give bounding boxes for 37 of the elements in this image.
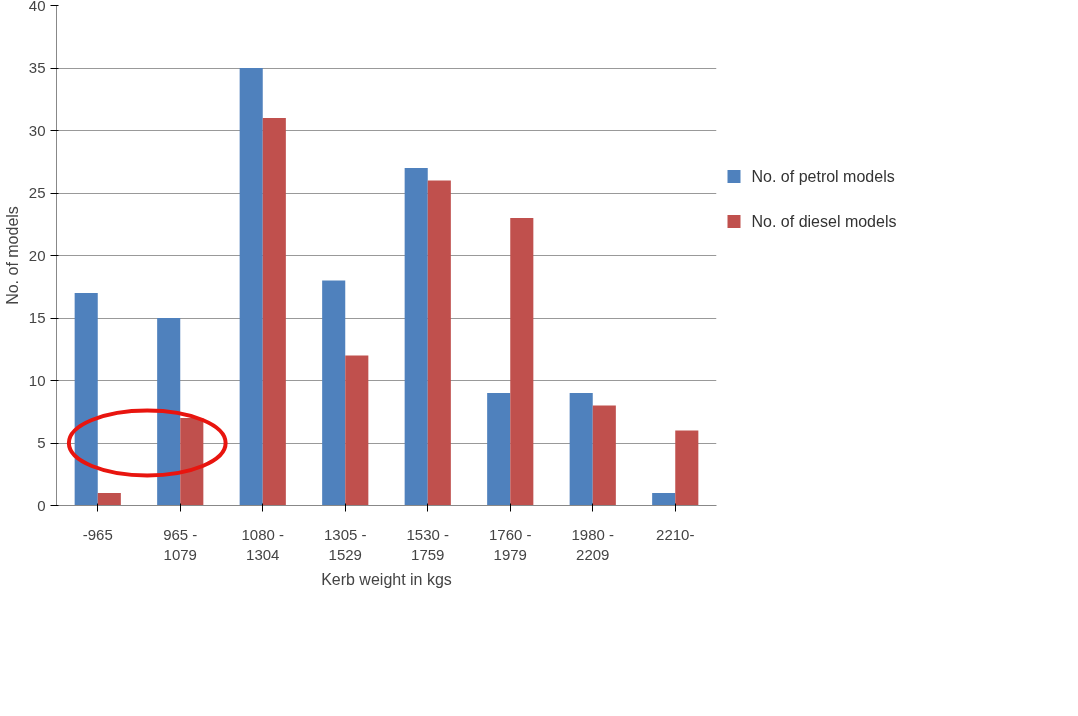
bar	[262, 118, 286, 506]
bar	[652, 493, 676, 506]
y-tick-label: 20	[28, 246, 46, 264]
bar	[97, 493, 121, 506]
legend-label: No. of petrol models	[751, 168, 895, 185]
y-tick-label: 5	[37, 434, 46, 451]
x-tick-label: 1080 - 1304	[241, 525, 285, 563]
x-tick-label: 1530 - 1759	[406, 525, 450, 563]
x-tick-label: 1980 - 2209	[571, 525, 615, 563]
y-tick-label: 15	[28, 309, 46, 326]
y-tick-label: 40	[28, 0, 46, 14]
y-tick-label: 10	[28, 371, 46, 389]
y-tick-label: 35	[28, 59, 46, 76]
y-tick-label: 25	[28, 184, 46, 201]
bar	[74, 293, 98, 506]
bar	[322, 280, 346, 506]
y-tick-label: 30	[28, 121, 46, 139]
x-axis-title: Kerb weight in kgs	[321, 570, 452, 588]
y-tick-label: 0	[37, 496, 46, 514]
bar	[592, 405, 616, 506]
bar	[404, 168, 428, 506]
bar	[239, 68, 263, 506]
bar	[345, 355, 369, 506]
bar	[427, 180, 451, 506]
x-tick-label: 1760 - 1979	[488, 525, 532, 563]
x-tick-label: 965 - 1079	[163, 525, 198, 563]
y-axis-title: No. of models	[3, 206, 21, 305]
x-tick-label: -965	[82, 525, 113, 543]
bar	[510, 218, 534, 506]
x-tick-label: 1305 - 1529	[323, 525, 367, 563]
legend-label: No. of diesel models	[751, 213, 897, 230]
x-tick-label: 2210-	[656, 525, 695, 543]
bar	[675, 430, 699, 506]
bar	[487, 393, 511, 506]
bar	[569, 393, 593, 506]
bar	[157, 318, 181, 506]
bar	[180, 418, 204, 506]
